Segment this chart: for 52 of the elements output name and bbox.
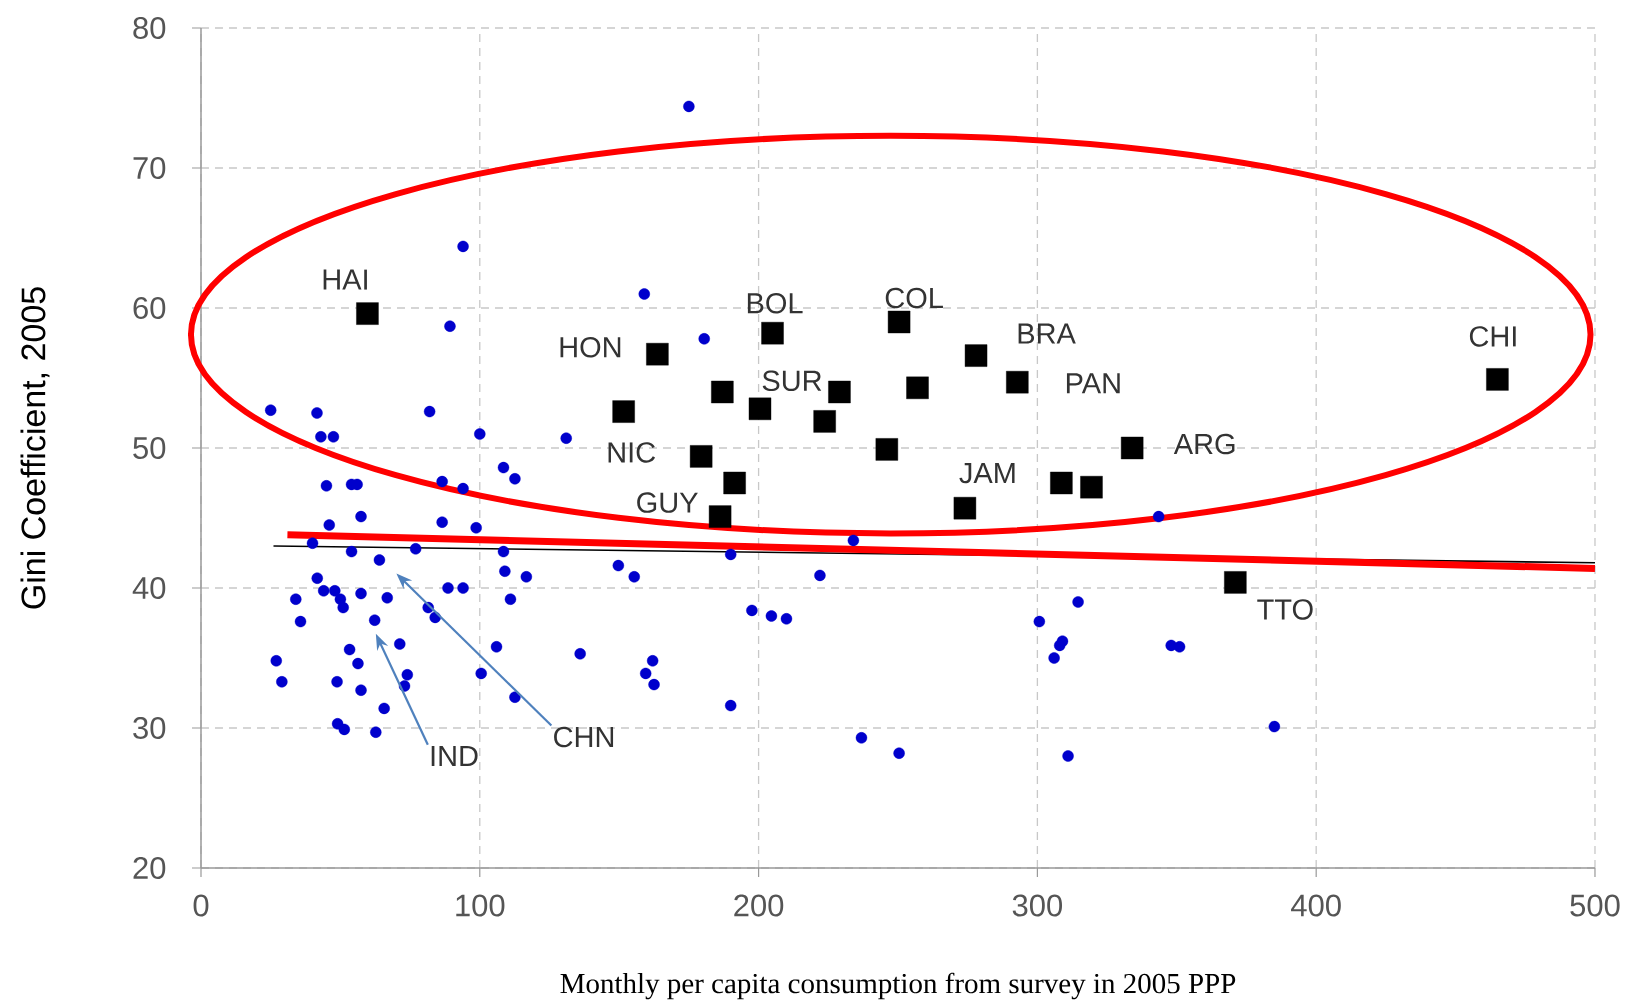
point (964, 344, 988, 367)
x-tick-label: 200 (734, 894, 784, 917)
y-tick-label: 20 (133, 857, 166, 879)
x-tick-label: 500 (1570, 894, 1620, 917)
annotation: BRA (1018, 323, 1076, 344)
point (708, 505, 732, 528)
annotation: TTO (1257, 599, 1313, 620)
point (906, 376, 929, 399)
point (1006, 371, 1029, 394)
point (356, 302, 379, 325)
point (953, 497, 977, 520)
annotation: HON (560, 336, 621, 358)
annotation: GUY (637, 492, 698, 513)
point (887, 310, 911, 334)
annotation: CHN (554, 726, 614, 748)
point (612, 400, 635, 423)
point (1486, 368, 1509, 391)
annotation: NIC (608, 442, 656, 463)
annotation: HAI (323, 269, 367, 290)
annotation: CHI (1469, 326, 1516, 347)
annotation: IND (431, 746, 478, 766)
annotation: BOL (747, 292, 803, 314)
point (723, 471, 746, 495)
y-tick-label: 50 (133, 437, 166, 459)
point (875, 438, 899, 461)
x-tick-label: 300 (1012, 894, 1063, 917)
x-axis-title: Monthly per capita consumption from survey in 2005 PPP (560, 972, 1236, 1000)
point (761, 322, 784, 345)
annotation: PAN (1066, 373, 1120, 394)
y-tick-label: 30 (133, 717, 166, 739)
x-tick-label: 400 (1291, 894, 1341, 917)
point (646, 343, 669, 366)
annotation: SUR (762, 370, 822, 392)
point (689, 445, 713, 468)
point (813, 410, 836, 433)
point (748, 397, 772, 420)
annotation: COL (885, 287, 943, 309)
x-tick-label: 0 (193, 894, 209, 917)
y-tick-label: 60 (133, 297, 166, 319)
y-tick-label: 40 (132, 577, 166, 599)
point (828, 380, 851, 404)
annotation: JAM (959, 463, 1015, 484)
y-tick-label: 80 (133, 17, 166, 39)
point (1080, 476, 1103, 499)
point (711, 380, 734, 404)
annotation: ARG (1173, 433, 1235, 455)
x-tick-label: 100 (456, 894, 505, 917)
y-axis-title: Gini Coefficient, 2005 (20, 287, 50, 609)
point (1050, 471, 1073, 495)
point (1120, 436, 1144, 460)
point (1224, 571, 1247, 594)
y-tick-label: 70 (133, 157, 166, 179)
